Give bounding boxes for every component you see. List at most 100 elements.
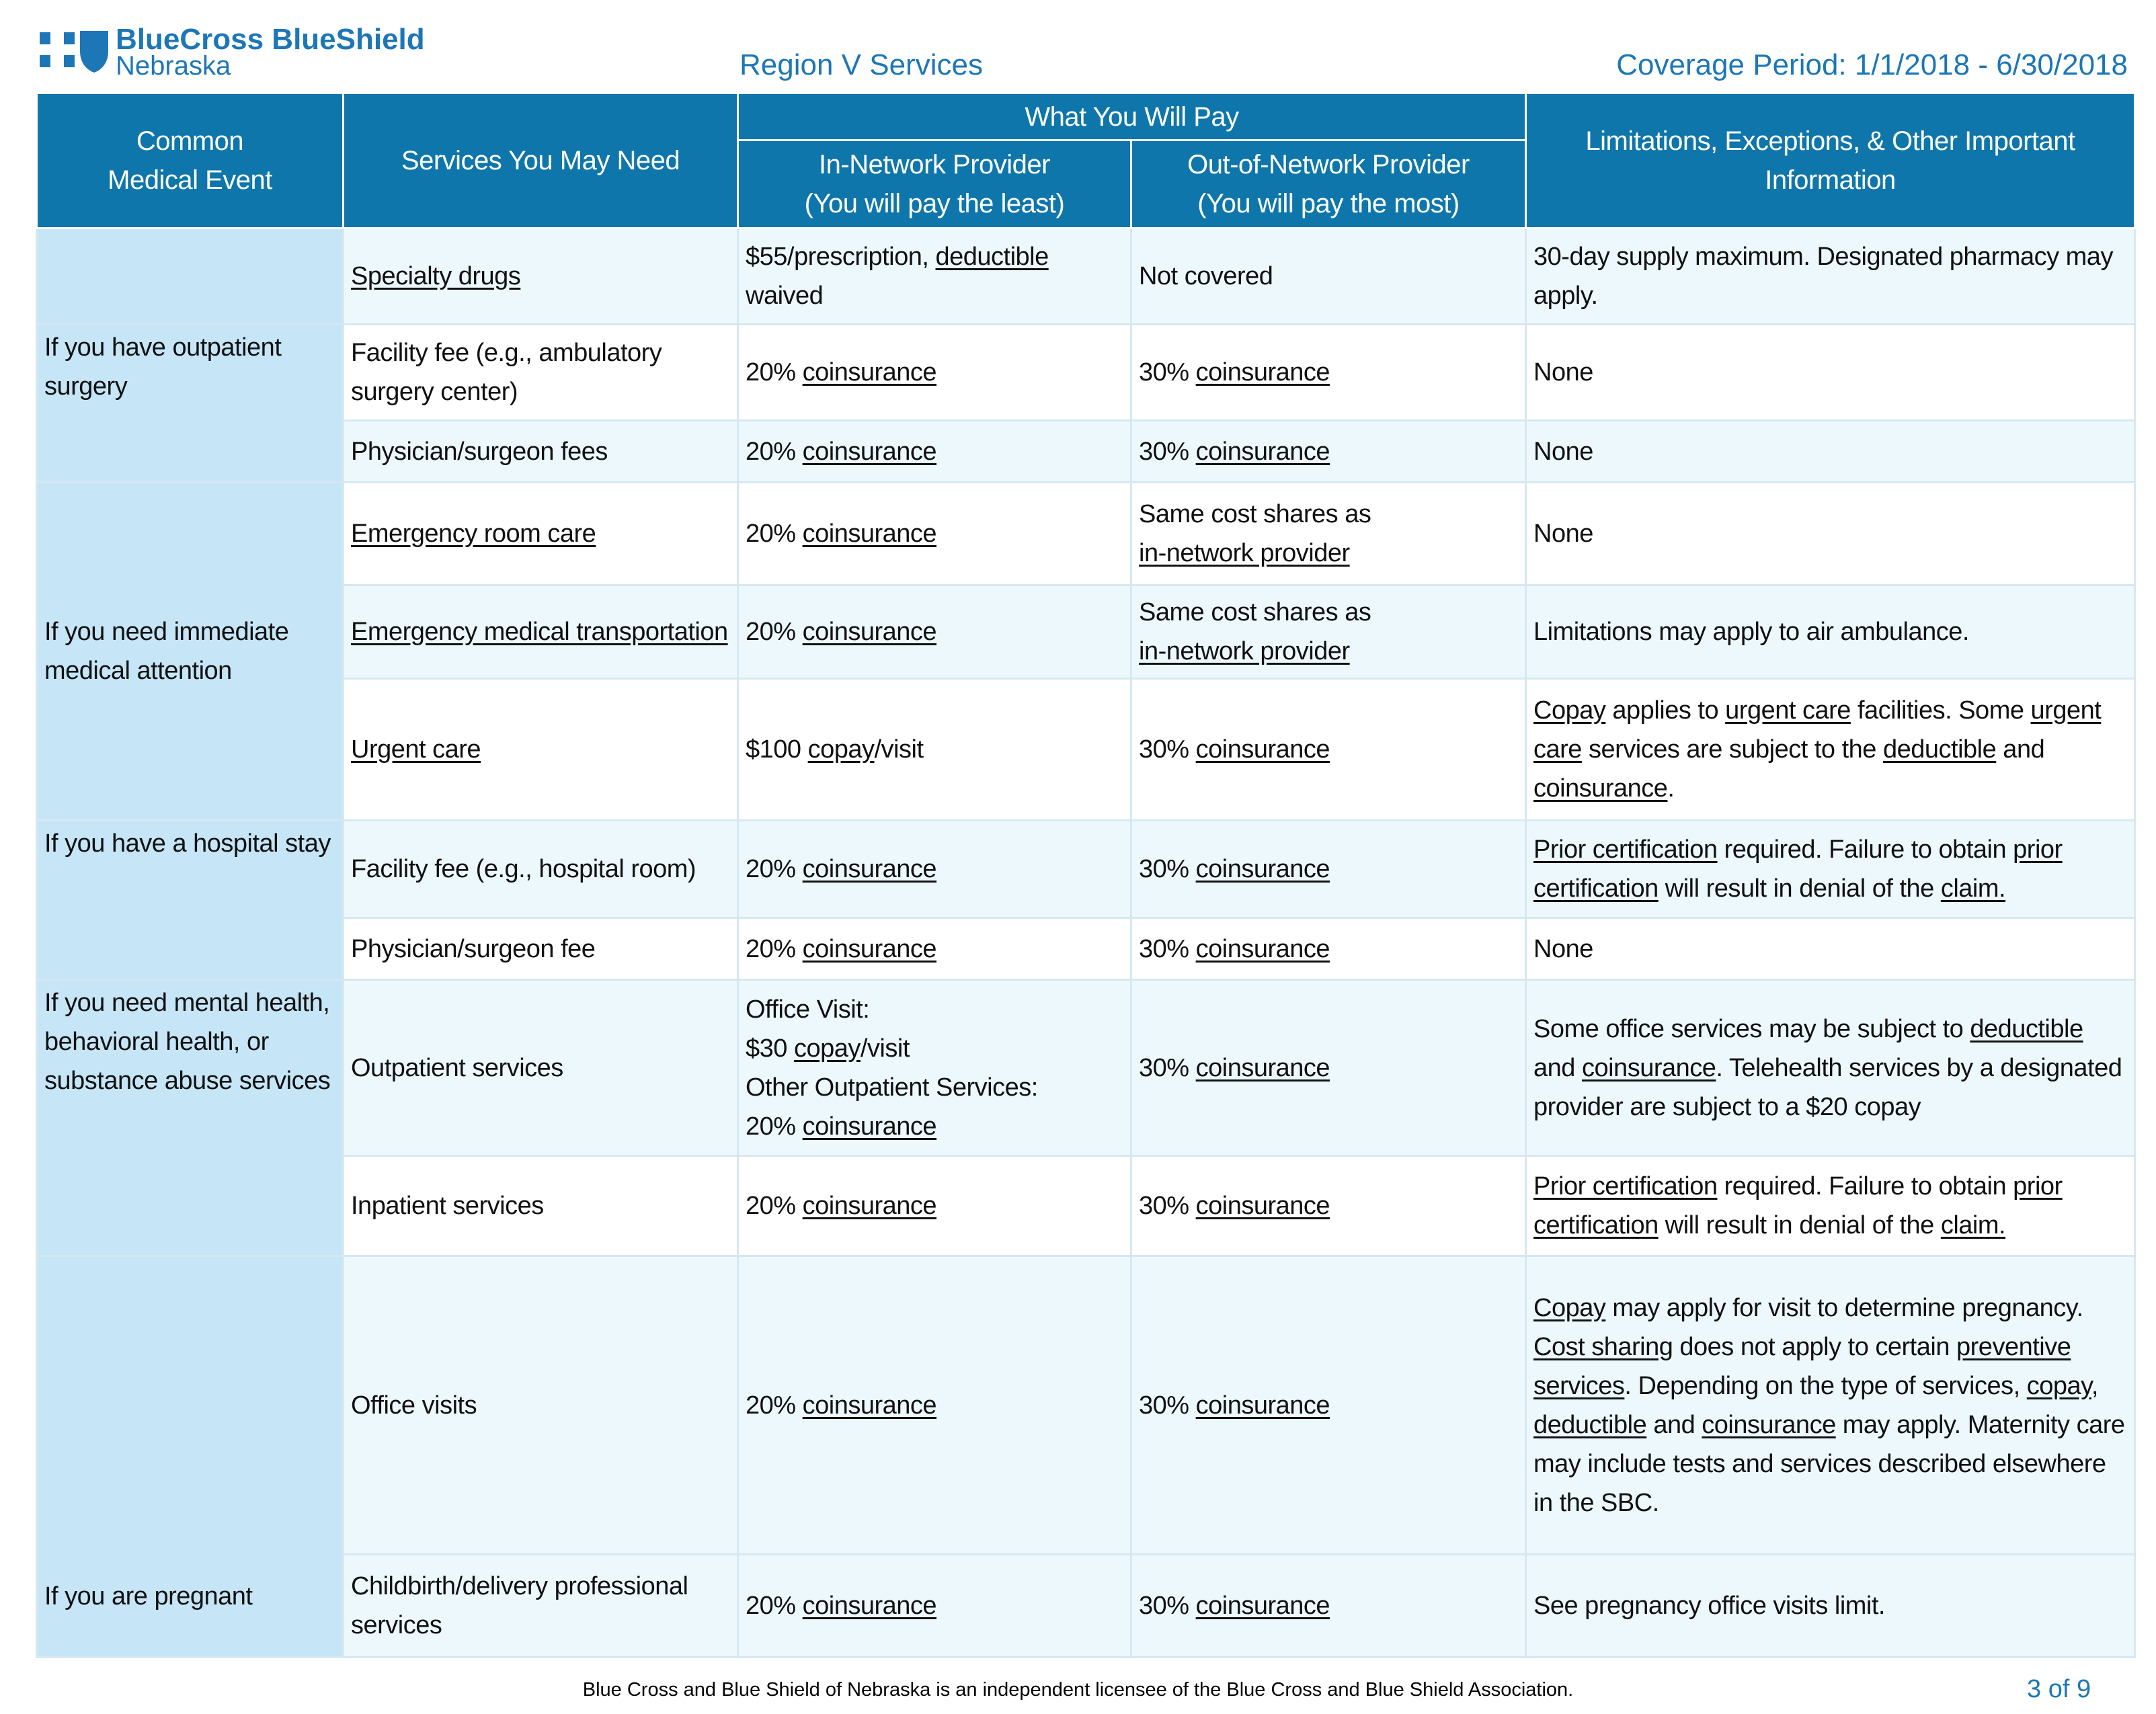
header-what-you-pay: What You Will Pay	[736, 92, 1527, 141]
glossary-term: coinsurance	[1195, 855, 1330, 883]
paragraph: in-network provider	[1139, 534, 1518, 573]
glossary-term: coinsurance	[1581, 1053, 1716, 1082]
text: See pregnancy office visits limit.	[1533, 1592, 1885, 1620]
text: .	[1667, 774, 1675, 803]
glossary-term: claim.	[1940, 1211, 2006, 1239]
text: 20%	[746, 1391, 803, 1420]
paragraph: 30% coinsurance	[1139, 432, 1518, 471]
paragraph: Inpatient services	[351, 1186, 730, 1225]
medical-event: If you need mental health, behavioral he…	[36, 979, 344, 1257]
text: 20%	[746, 520, 803, 548]
glossary-term: coinsurance	[1195, 1592, 1330, 1620]
service: Specialty drugs	[342, 227, 739, 325]
text: . Depending on the type of services,	[1624, 1371, 2027, 1400]
text: 20%	[746, 437, 803, 466]
glossary-term: coinsurance	[802, 1112, 937, 1141]
limitations: Prior certification required. Failure to…	[1525, 1155, 2137, 1257]
glossary-term: deductible	[1970, 1014, 2083, 1043]
text: Limitations may apply to air ambulance.	[1533, 618, 1969, 646]
text: 30%	[1139, 1192, 1196, 1220]
table-row: Physician/surgeon fee 20% coinsurance 30% …	[37, 917, 2137, 981]
out-network-cost: 30% coinsurance	[1129, 419, 1527, 483]
glossary-term: coinsurance	[1195, 1391, 1330, 1420]
header-in-network: In-Network Provider (You will pay the lea…	[737, 139, 1132, 229]
text: Other Outpatient Services:	[746, 1073, 1038, 1102]
paragraph: Copay may apply for visit to determine p…	[1533, 1289, 2127, 1522]
text: facilities. Some	[1850, 696, 2031, 725]
paragraph: Facility fee (e.g., hospital room)	[351, 850, 730, 889]
text: 20%	[746, 855, 803, 883]
out-network-cost: 30% coinsurance	[1129, 1155, 1527, 1257]
paragraph: 30% coinsurance	[1139, 1386, 1518, 1425]
limitations: Copay applies to urgent care facilities.…	[1525, 678, 2137, 821]
paragraph: 20% coinsurance	[746, 353, 1123, 392]
paragraph: Limitations may apply to air ambulance.	[1533, 612, 2127, 651]
glossary-term: urgent care	[1725, 696, 1851, 725]
header-out-network: Out-of-Network Provider (You will pay the…	[1129, 139, 1527, 229]
text: 20%	[746, 934, 803, 963]
text: 20%	[746, 1192, 803, 1220]
paragraph: None	[1533, 353, 2127, 392]
limitations: Limitations may apply to air ambulance.	[1525, 584, 2137, 680]
text: Same cost shares as	[1139, 500, 1371, 528]
limitations: Some office services may be subject to d…	[1525, 979, 2137, 1157]
glossary-term: Cost sharing	[1533, 1332, 1673, 1361]
table-row: If you need mental health, behavioral he…	[36, 979, 2137, 1257]
table-row: Emergency medical transportation 20% coin…	[37, 584, 2137, 680]
glossary-term: deductible	[1883, 735, 1997, 764]
table-row: Specialty drugs $55/prescription, deducti…	[36, 227, 2137, 325]
text: and	[1996, 735, 2045, 764]
paragraph: Same cost shares as	[1139, 495, 1518, 534]
paragraph: Physician/surgeon fees	[351, 432, 730, 471]
paragraph: 20% coinsurance	[746, 1586, 1123, 1625]
out-network-cost: Not covered	[1129, 227, 1527, 325]
limitations: Prior certification required. Failure to…	[1525, 819, 2137, 919]
paragraph: 30% coinsurance	[1139, 1586, 1518, 1625]
paragraph: $30 copay/visit	[746, 1029, 1123, 1068]
text: will result in denial of the	[1658, 1211, 1941, 1239]
glossary-term: coinsurance	[1195, 934, 1330, 963]
glossary-term: Copay	[1533, 696, 1606, 725]
text: required. Failure to obtain	[1717, 1172, 2013, 1200]
in-network-cost: 20% coinsurance	[737, 419, 1132, 483]
text: Inpatient services	[351, 1192, 544, 1220]
service: Facility fee (e.g., ambulatory surgery c…	[342, 323, 739, 421]
paragraph: 20% coinsurance	[746, 1186, 1123, 1225]
out-network-cost: 30% coinsurance	[1129, 1255, 1527, 1555]
text: None	[1533, 520, 1593, 548]
text: may apply. Maternity care may include te…	[1533, 1410, 2125, 1517]
glossary-term: claim.	[1940, 874, 2006, 903]
text: required. Failure to obtain	[1717, 835, 2013, 864]
service: Physician/surgeon fee	[342, 917, 739, 981]
paragraph: Outpatient services	[351, 1049, 730, 1088]
page-number: 3 of 9	[2027, 1675, 2091, 1703]
table-row: If you need immediate medical attention E…	[36, 481, 2137, 821]
paragraph: Prior certification required. Failure to…	[1533, 830, 2127, 908]
header-services: Services You May Need	[342, 92, 739, 229]
text: Physician/surgeon fee	[351, 934, 596, 963]
logo-icon	[40, 31, 108, 73]
paragraph: Physician/surgeon fee	[351, 930, 730, 969]
text: Office Visit:	[746, 995, 870, 1024]
text: $55/prescription,	[746, 243, 936, 271]
glossary-term: coinsurance	[1702, 1410, 1836, 1439]
medical-event: If you have a hospital stay	[36, 819, 344, 981]
glossary-term: copay	[793, 1034, 861, 1063]
service: Inpatient services	[342, 1155, 739, 1257]
paragraph: 30% coinsurance	[1139, 1049, 1518, 1088]
glossary-term: Prior certification	[1533, 835, 1718, 864]
limitations: None	[1525, 917, 2137, 981]
paragraph: Facility fee (e.g., ambulatory surgery c…	[351, 333, 730, 411]
table-row: Urgent care $100 copay/visit 30% coinsuran…	[37, 678, 2137, 821]
glossary-term: coinsurance	[802, 934, 937, 963]
out-network-cost: 30% coinsurance	[1129, 979, 1527, 1157]
glossary-term: Copay	[1533, 1293, 1606, 1322]
in-network-cost: Office Visit: $30 copay/visit Other Outpat…	[737, 979, 1132, 1157]
text: Facility fee (e.g., ambulatory surgery c…	[351, 339, 662, 406]
header-line: (You will pay the least)	[804, 189, 1065, 218]
glossary-term: coinsurance	[1533, 774, 1668, 803]
glossary-term: coinsurance	[1195, 1192, 1330, 1220]
service: Physician/surgeon fees	[342, 419, 739, 483]
glossary-term: in-network provider	[1139, 637, 1350, 665]
